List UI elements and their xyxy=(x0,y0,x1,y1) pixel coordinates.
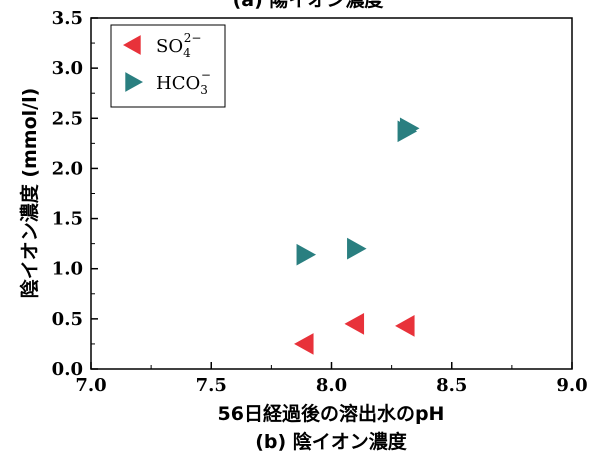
hco3-point xyxy=(296,243,317,266)
legend-marker-so4 xyxy=(122,35,141,55)
x-tick-label: 8.0 xyxy=(316,375,347,396)
y-tick-label: 1.0 xyxy=(52,259,83,280)
data-points xyxy=(294,117,420,355)
so4-point xyxy=(395,315,415,337)
x-tick-label: 8.5 xyxy=(436,375,467,396)
x-axis-label: 56日経過後の溶出水のpH xyxy=(218,402,445,425)
hco3-point xyxy=(347,237,367,260)
axis-ticks: 7.0 7.5 8.0 8.5 9.0 0.0 0.5 1.0 1.5 2.0 2.5 3.0 3.5 xyxy=(52,8,588,396)
so4-point xyxy=(344,313,365,335)
x-tick-label: 7.0 xyxy=(75,375,106,396)
y-tick-label: 3.0 xyxy=(52,58,83,79)
bottom-caption: (b) 陰イオン濃度 xyxy=(255,430,408,453)
legend-label-hco3: HCO3− xyxy=(156,68,211,97)
legend-box xyxy=(110,24,226,108)
so4-point xyxy=(294,333,314,355)
x-tick-label: 9.0 xyxy=(556,375,587,396)
legend-label-so4: SO42− xyxy=(156,31,201,60)
y-tick-label: 0.5 xyxy=(52,309,83,330)
y-tick-label: 2.5 xyxy=(52,108,83,129)
hco3-point xyxy=(399,117,420,140)
top-caption: (a) 陽イオン濃度 xyxy=(233,0,385,11)
y-tick-label: 0.0 xyxy=(52,359,83,380)
legend-marker-hco3 xyxy=(125,72,144,92)
legend: SO42− HCO3− xyxy=(110,24,226,108)
y-tick-label: 1.5 xyxy=(52,209,83,230)
x-tick-label: 7.5 xyxy=(196,375,227,396)
y-tick-label: 3.5 xyxy=(52,8,83,29)
y-axis-label: 陰イオン濃度 (mmol/l) xyxy=(18,88,41,299)
y-tick-label: 2.0 xyxy=(52,158,83,179)
